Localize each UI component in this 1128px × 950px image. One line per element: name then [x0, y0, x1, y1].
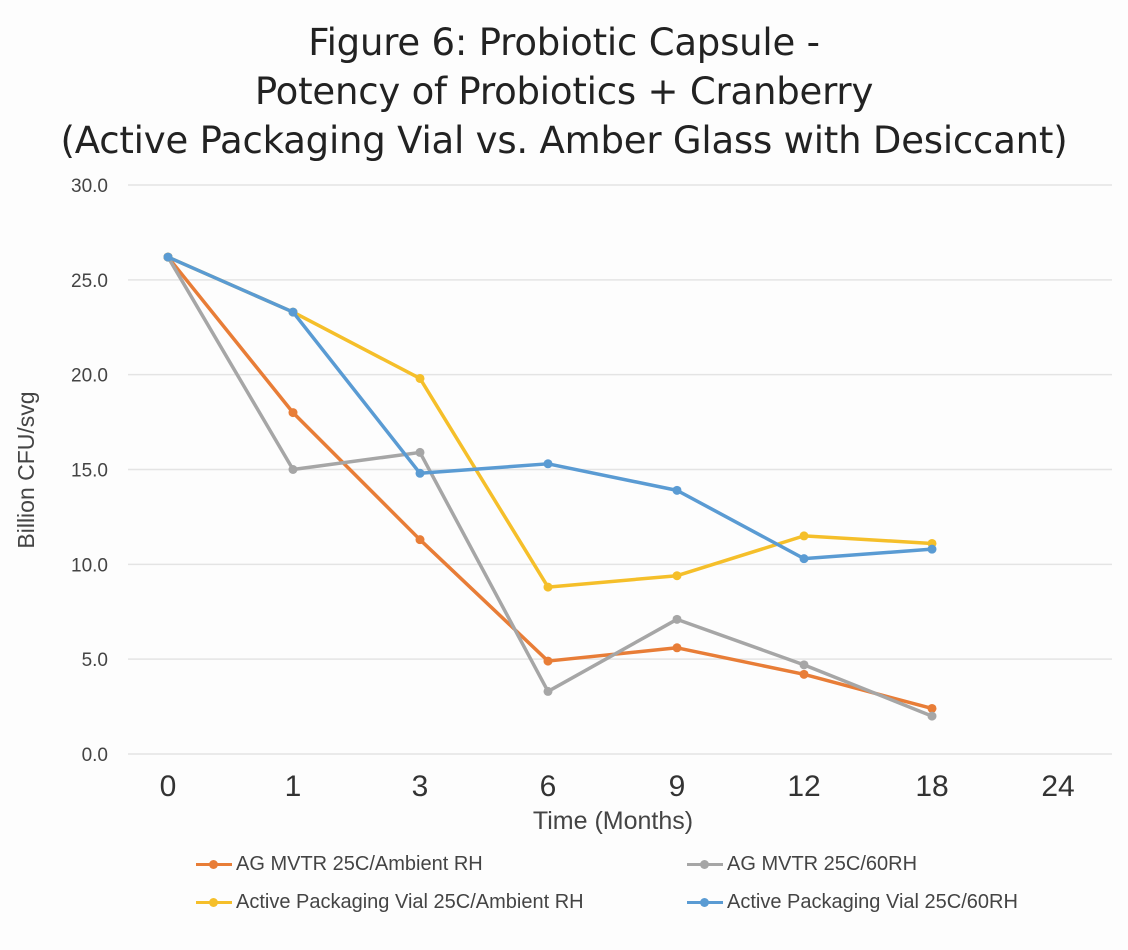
data-point: [799, 554, 809, 564]
data-point: [799, 531, 809, 541]
data-point: [543, 686, 553, 696]
data-point: [288, 408, 298, 418]
legend-swatch: [196, 898, 232, 907]
data-point: [163, 252, 173, 262]
data-point: [415, 447, 425, 457]
series-line: [166, 255, 934, 718]
y-tick-label: 15.0: [71, 461, 108, 482]
legend-item-vial-60rh: Active Packaging Vial 25C/60RH: [687, 891, 1018, 914]
x-tick-label: 9: [669, 770, 686, 803]
legend-swatch: [687, 860, 723, 869]
y-tick-label: 20.0: [71, 366, 108, 387]
x-tick-label: 0: [160, 770, 177, 803]
chart-title-line-2: Potency of Probiotics + Cranberry: [254, 70, 874, 113]
y-axis-label: Billion CFU/svg: [13, 391, 39, 548]
x-tick-label: 3: [412, 770, 429, 803]
y-tick-label: 5.0: [82, 650, 108, 671]
data-point: [927, 711, 937, 721]
legend-item-ag-60rh: AG MVTR 25C/60RH: [687, 853, 917, 876]
legend-swatch: [196, 860, 232, 869]
data-point: [799, 660, 809, 670]
y-tick-label: 30.0: [71, 176, 108, 197]
data-point: [288, 465, 298, 474]
series-line: [166, 255, 934, 711]
y-tick-label: 10.0: [71, 555, 108, 576]
legend-label: Active Packaging Vial 25C/60RH: [727, 891, 1018, 913]
legend-item-ag-ambient: AG MVTR 25C/Ambient RH: [196, 853, 483, 876]
legend-label: Active Packaging Vial 25C/Ambient RH: [236, 891, 584, 913]
data-point: [415, 373, 425, 383]
data-point: [543, 582, 553, 592]
chart-title-line-1: Figure 6: Probiotic Capsule -: [308, 21, 820, 64]
data-point: [672, 571, 682, 581]
legend-label: AG MVTR 25C/Ambient RH: [236, 853, 483, 875]
y-tick-label: 0.0: [82, 745, 108, 766]
data-point: [799, 669, 809, 679]
data-point: [543, 656, 553, 666]
chart-title-line-3: (Active Packaging Vial vs. Amber Glass w…: [60, 119, 1068, 162]
x-tick-label: 6: [540, 770, 557, 803]
x-tick-label: 12: [787, 770, 820, 803]
data-point: [543, 459, 553, 469]
data-point: [672, 485, 682, 495]
x-tick-label: 18: [915, 770, 948, 803]
legend-label: AG MVTR 25C/60RH: [727, 853, 918, 875]
legend-item-vial-ambient: Active Packaging Vial 25C/Ambient RH: [196, 891, 584, 914]
data-point: [672, 643, 682, 653]
series-line: [166, 255, 934, 561]
data-point: [927, 544, 937, 554]
data-point: [927, 703, 937, 713]
chart-title: Figure 6: Probiotic Capsule - Potency of…: [0, 18, 1128, 165]
y-tick-label: 25.0: [71, 271, 108, 292]
x-tick-label: 1: [285, 770, 302, 803]
data-point: [415, 468, 425, 478]
data-point: [288, 307, 298, 317]
x-axis-label: Time (Months): [533, 807, 693, 835]
legend-swatch: [687, 898, 723, 907]
data-point: [672, 614, 682, 624]
x-tick-label: 24: [1041, 770, 1074, 803]
data-point: [415, 535, 425, 545]
